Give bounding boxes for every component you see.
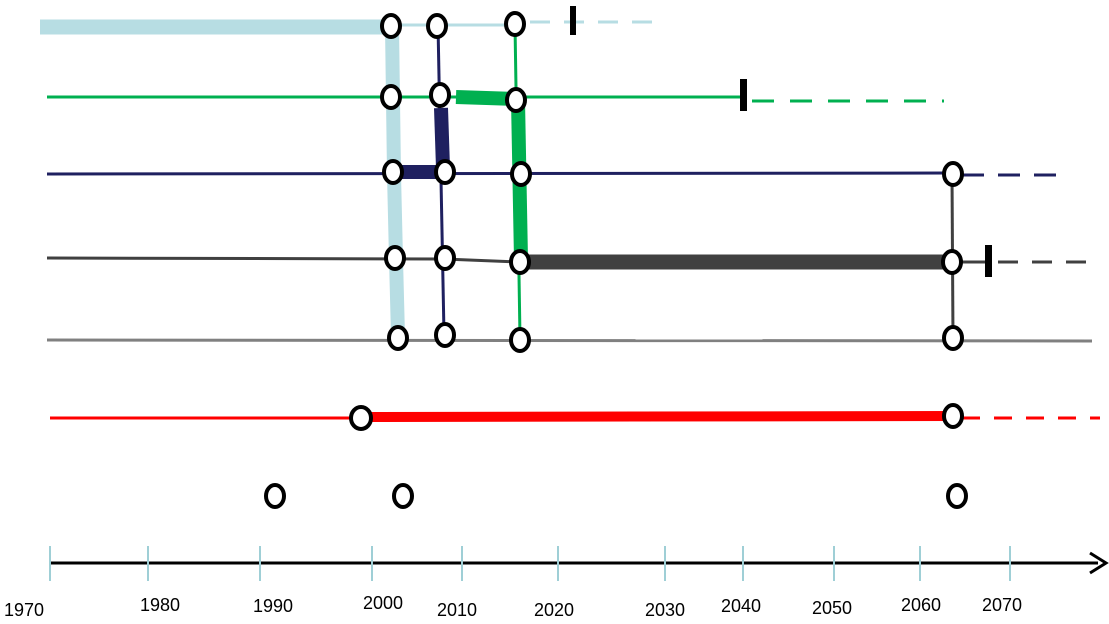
axis-tick-label: 2000 (363, 593, 403, 613)
track-red (50, 411, 1100, 422)
axis-tick-label: 2060 (901, 595, 941, 615)
event-node (380, 84, 402, 110)
tick-marks (49, 546, 1011, 581)
event-node (382, 159, 404, 185)
event-node (942, 325, 964, 351)
axis-tick-label: 1970 (4, 600, 44, 620)
axis-tick-label: 2020 (534, 600, 574, 620)
event-node (941, 249, 963, 275)
axis-tick-label: 1990 (253, 596, 293, 616)
dark-gray-end-marker (985, 245, 992, 277)
axis-tick-label: 2050 (812, 598, 852, 618)
event-node (942, 161, 964, 187)
navy-line (46, 171, 953, 176)
event-node (434, 322, 456, 348)
event-node (264, 483, 286, 509)
event-node (392, 483, 414, 509)
event-node (387, 325, 409, 351)
event-node (434, 159, 456, 185)
event-node (509, 249, 531, 275)
axis-tick-label: 2030 (645, 600, 685, 620)
event-node (434, 245, 456, 271)
event-node (946, 483, 968, 509)
event-node (509, 327, 531, 353)
event-node (429, 82, 451, 108)
event-node (505, 87, 527, 113)
axis-tick-label: 2010 (437, 600, 477, 620)
track-green (47, 79, 944, 111)
event-node (349, 405, 373, 431)
navy-vertical-thick-segment (434, 107, 450, 169)
track-gray (46, 338, 1093, 343)
track-dark-gray (46, 245, 1100, 277)
green-end-marker (740, 79, 747, 111)
track-navy (46, 165, 1060, 179)
axis-arrowhead (1089, 551, 1109, 575)
vertical-connectors (385, 24, 955, 341)
dark-gray-line-left (46, 256, 445, 261)
event-node (426, 13, 448, 39)
event-node (380, 13, 402, 39)
track-light-blue (40, 6, 666, 35)
event-node (942, 403, 964, 429)
tick-labels: 1970 1980 1990 2000 2010 2020 2030 2040 2050 2060… (4, 593, 1022, 620)
axis-tick-label: 2070 (982, 595, 1022, 615)
gray-line (46, 338, 1093, 343)
event-nodes (264, 11, 968, 509)
event-node (510, 161, 532, 187)
axis-tick-label: 2040 (721, 596, 761, 616)
red-thick-segment (361, 411, 953, 422)
time-axis: 1970 1980 1990 2000 2010 2020 2030 2040 2050 2060… (4, 546, 1109, 620)
light-blue-end-marker (570, 6, 576, 35)
event-node (384, 245, 406, 271)
event-node (504, 11, 526, 37)
dark-gray-line-join (443, 257, 521, 264)
axis-tick-label: 1980 (140, 595, 180, 615)
